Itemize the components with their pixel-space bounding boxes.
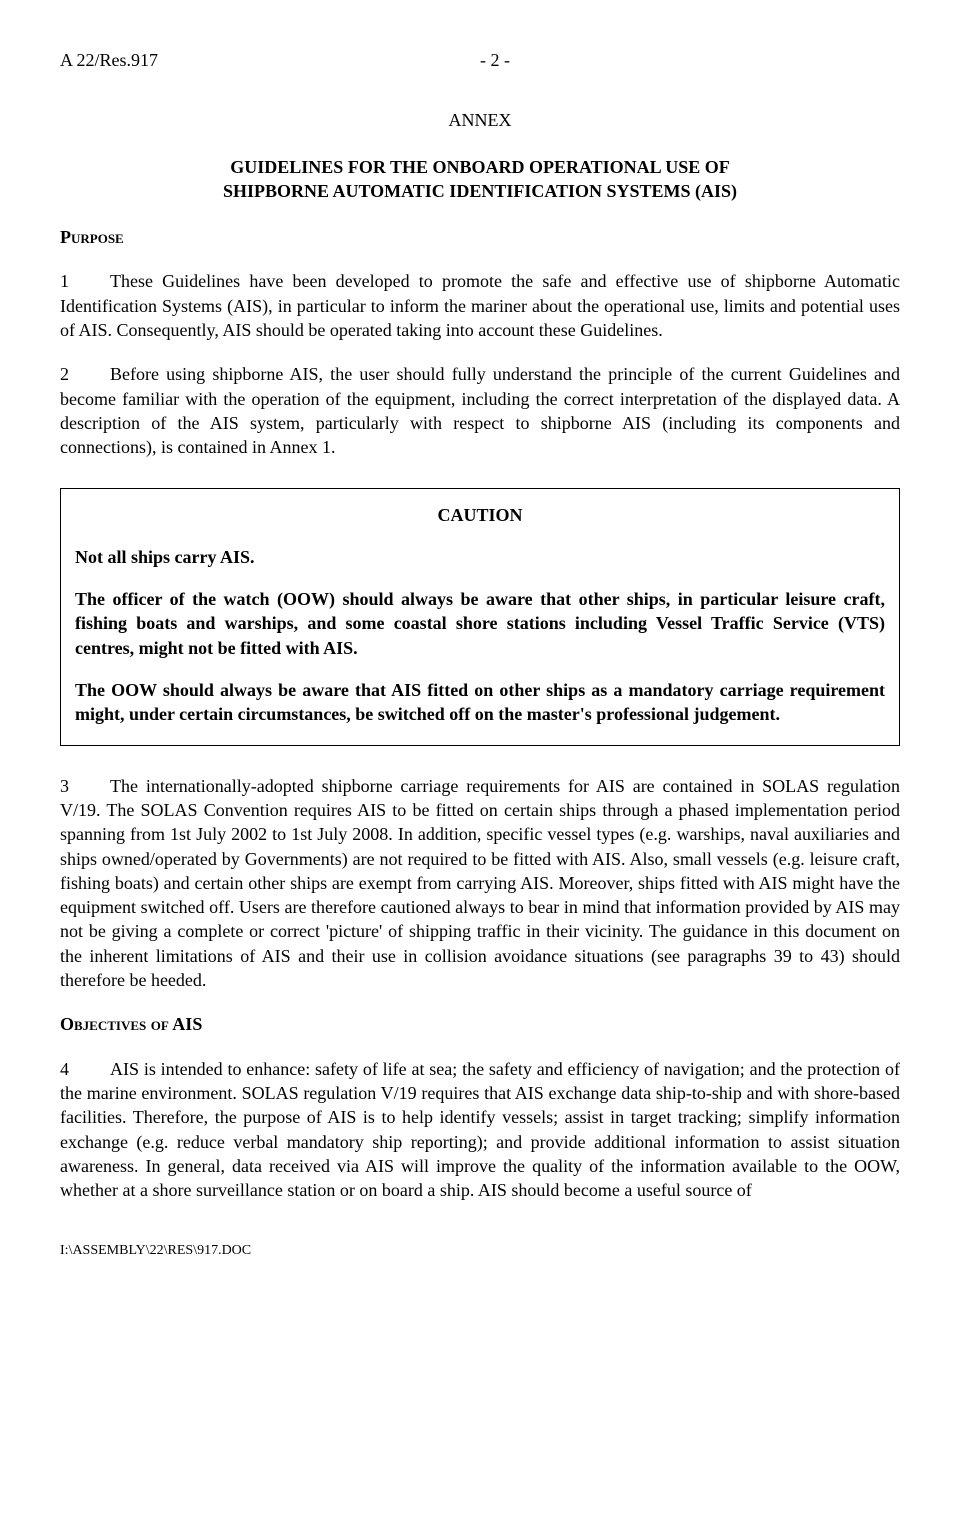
paragraph-number: 3: [60, 774, 110, 798]
paragraph-3: 3The internationally-adopted shipborne c…: [60, 774, 900, 993]
paragraph-text: The internationally-adopted shipborne ca…: [60, 776, 900, 990]
caution-box: CAUTION Not all ships carry AIS. The off…: [60, 488, 900, 746]
paragraph-number: 4: [60, 1057, 110, 1081]
paragraph-text: AIS is intended to enhance: safety of li…: [60, 1059, 900, 1200]
title-line-1: GUIDELINES FOR THE ONBOARD OPERATIONAL U…: [60, 155, 900, 179]
caution-line-2: The officer of the watch (OOW) should al…: [75, 587, 885, 660]
paragraph-2: 2Before using shipborne AIS, the user sh…: [60, 362, 900, 459]
paragraph-4: 4AIS is intended to enhance: safety of l…: [60, 1057, 900, 1203]
title-line-2: SHIPBORNE AUTOMATIC IDENTIFICATION SYSTE…: [60, 179, 900, 203]
paragraph-number: 1: [60, 269, 110, 293]
section-heading-purpose: Purpose: [60, 225, 900, 249]
paragraph-number: 2: [60, 362, 110, 386]
footer-file-path: I:\ASSEMBLY\22\RES\917.DOC: [60, 1242, 900, 1261]
paragraph-text: Before using shipborne AIS, the user sho…: [60, 364, 900, 457]
caution-label: CAUTION: [75, 503, 885, 527]
caution-line-3: The OOW should always be aware that AIS …: [75, 678, 885, 727]
document-title: GUIDELINES FOR THE ONBOARD OPERATIONAL U…: [60, 155, 900, 204]
page-number: - 2 -: [480, 48, 510, 72]
document-id: A 22/Res.917: [60, 48, 480, 72]
paragraph-text: These Guidelines have been developed to …: [60, 271, 900, 340]
caution-line-1: Not all ships carry AIS.: [75, 545, 885, 569]
section-heading-objectives: Objectives of AIS: [60, 1012, 900, 1036]
annex-label: ANNEX: [60, 108, 900, 132]
page-header: A 22/Res.917 - 2 -: [60, 48, 900, 72]
paragraph-1: 1These Guidelines have been developed to…: [60, 269, 900, 342]
